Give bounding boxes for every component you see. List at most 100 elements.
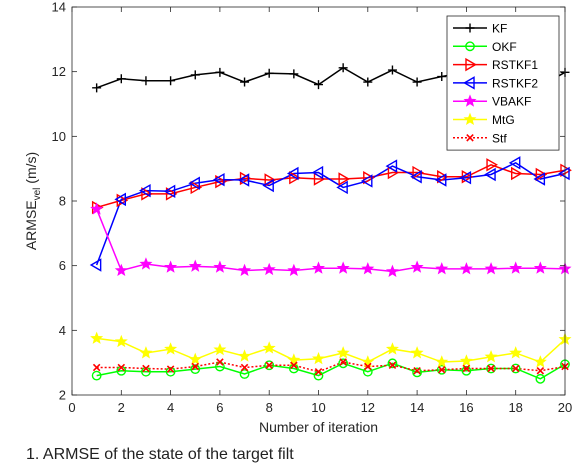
data-point-rstkf1 [412, 165, 424, 180]
data-point-kf [141, 76, 151, 86]
data-point-mtg [90, 331, 104, 344]
data-point-rstkf1 [141, 187, 153, 201]
data-point-mtg [262, 341, 276, 354]
data-point-rstkf1 [511, 166, 523, 181]
data-point-rstkf1 [190, 180, 203, 195]
data-point-okf [486, 363, 496, 374]
data-point-stf [536, 366, 545, 375]
data-point-mtg [533, 355, 547, 368]
data-point-kf [92, 83, 102, 93]
data-point-rstkf2 [188, 176, 200, 190]
data-point-okf [535, 373, 546, 384]
legend-item-rstkf2: RSTKF2 [453, 76, 538, 90]
data-point-stf [511, 364, 520, 373]
data-point-rstkf1 [289, 171, 301, 185]
data-point-okf [190, 364, 201, 375]
legend-label-stf: Stf [492, 131, 507, 145]
data-point-vbakf [114, 263, 128, 277]
legend-item-vbakf: VBAKF [453, 94, 531, 109]
data-point-mtg [213, 342, 227, 356]
data-point-okf [264, 360, 275, 371]
x-tick-label: 8 [266, 400, 273, 415]
data-point-rstkf2 [459, 171, 472, 185]
legend-marker-kf [465, 23, 475, 33]
legend-label-vbakf: VBAKF [492, 95, 531, 109]
x-tick-label: 16 [459, 400, 473, 415]
data-point-stf [437, 366, 446, 374]
legend-marker-rstkf2 [463, 76, 475, 90]
data-point-rstkf2 [385, 159, 398, 173]
data-point-okf [461, 365, 472, 376]
data-point-rstkf2 [237, 173, 250, 187]
data-point-vbakf [287, 263, 301, 277]
data-point-vbakf [90, 202, 104, 215]
data-point-stf [462, 364, 471, 373]
legend-item-kf: KF [453, 22, 507, 36]
series-line-vbakf [95, 208, 566, 273]
data-point-vbakf [238, 263, 252, 277]
data-point-rstkf1 [560, 163, 572, 177]
legend-label-okf: OKF [492, 40, 517, 54]
data-point-stf [364, 362, 372, 371]
y-tick-label: 14 [52, 0, 66, 15]
data-point-kf [264, 68, 274, 78]
data-point-mtg [336, 346, 350, 359]
series-line-stf [96, 361, 566, 373]
data-point-rstkf2 [114, 192, 127, 207]
y-axis-label-unit: (m/s) [23, 152, 39, 188]
data-point-rstkf1 [486, 158, 498, 172]
legend-item-stf: Stf [453, 131, 507, 145]
data-point-vbakf [336, 261, 350, 274]
legend-label-rstkf1: RSTKF1 [492, 58, 538, 72]
data-point-vbakf [385, 264, 399, 278]
data-point-vbakf [213, 260, 227, 273]
data-point-kf [190, 70, 200, 80]
data-point-rstkf2 [286, 166, 299, 181]
data-point-stf [92, 363, 101, 372]
legend-marker-rstkf1 [465, 57, 477, 72]
data-point-rstkf1 [338, 172, 351, 186]
y-axis-label-subscript: vel [32, 188, 43, 201]
data-point-rstkf2 [410, 170, 422, 184]
data-point-rstkf2 [508, 156, 521, 170]
data-point-stf [339, 358, 347, 366]
data-point-mtg [164, 342, 178, 355]
data-point-mtg [484, 350, 498, 363]
data-point-stf [290, 361, 298, 370]
legend-label-mtg: MtG [492, 113, 515, 127]
data-point-okf [239, 369, 250, 379]
data-point-vbakf [188, 259, 202, 272]
data-point-rstkf2 [262, 178, 274, 193]
data-point-stf [166, 365, 175, 373]
data-point-kf [314, 80, 323, 90]
data-point-rstkf2 [311, 165, 324, 180]
data-point-mtg [139, 346, 153, 359]
y-tick-label: 4 [59, 323, 66, 338]
y-tick-label: 6 [59, 258, 66, 273]
y-axis-label: ARMSEvel (m/s) [23, 152, 43, 250]
data-point-mtg [114, 334, 128, 348]
data-point-vbakf [361, 262, 375, 275]
x-tick-label: 18 [508, 400, 522, 415]
data-point-stf [240, 363, 249, 372]
data-point-kf [215, 67, 225, 77]
data-point-rstkf2 [163, 184, 176, 199]
data-point-rstkf1 [165, 187, 178, 201]
legend-marker-stf [466, 134, 474, 142]
x-tick-label: 2 [118, 400, 125, 415]
data-point-okf [338, 358, 349, 369]
data-point-rstkf1 [215, 174, 227, 189]
data-point-vbakf [509, 261, 523, 274]
data-point-stf [413, 366, 421, 375]
data-point-vbakf [262, 262, 276, 276]
data-point-vbakf [484, 262, 498, 275]
legend: KF OKF RSTKF1 RSTKF2 VBAKF MtG Stf [446, 15, 560, 151]
x-tick-label: 4 [167, 400, 174, 415]
legend-item-rstkf1: RSTKF1 [453, 57, 538, 72]
data-point-mtg [287, 353, 301, 366]
data-point-vbakf [312, 261, 325, 274]
legend-marker-vbakf [463, 94, 477, 107]
data-point-rstkf1 [535, 167, 548, 182]
